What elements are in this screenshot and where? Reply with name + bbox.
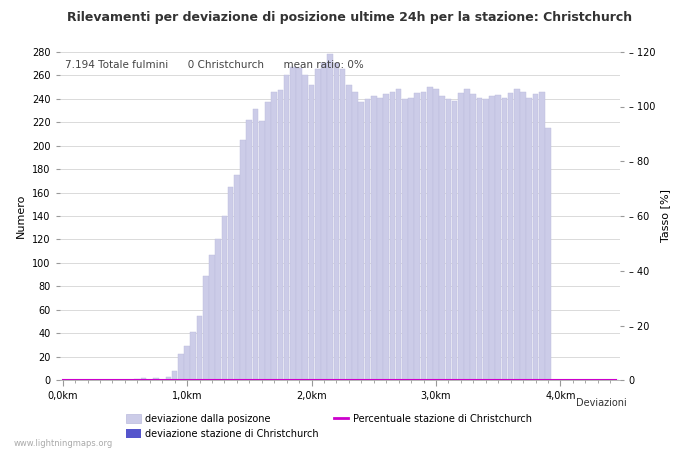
- Bar: [502, 98, 508, 380]
- Y-axis label: Numero: Numero: [16, 194, 27, 238]
- Bar: [234, 175, 239, 380]
- Bar: [365, 99, 370, 380]
- Bar: [440, 96, 445, 380]
- Bar: [458, 93, 463, 380]
- Bar: [172, 371, 177, 380]
- Bar: [328, 54, 333, 380]
- Bar: [222, 216, 228, 380]
- Bar: [153, 378, 159, 380]
- Bar: [427, 87, 433, 380]
- Bar: [539, 92, 545, 380]
- Bar: [259, 121, 265, 380]
- Bar: [178, 355, 183, 380]
- Bar: [209, 255, 215, 380]
- Text: www.lightningmaps.org: www.lightningmaps.org: [14, 439, 113, 448]
- Text: Rilevamenti per deviazione di posizione ultime 24h per la stazione: Christchurch: Rilevamenti per deviazione di posizione …: [67, 11, 633, 24]
- Bar: [346, 85, 351, 380]
- Bar: [483, 99, 489, 380]
- Bar: [265, 102, 271, 380]
- Legend: deviazione dalla posizone, deviazione stazione di Christchurch, Percentuale staz: deviazione dalla posizone, deviazione st…: [122, 410, 536, 443]
- Text: Deviazioni: Deviazioni: [575, 398, 626, 408]
- Bar: [358, 102, 364, 380]
- Bar: [452, 101, 457, 380]
- Bar: [184, 346, 190, 380]
- Bar: [371, 96, 377, 380]
- Bar: [545, 128, 551, 380]
- Bar: [253, 109, 258, 380]
- Bar: [433, 89, 439, 380]
- Bar: [514, 89, 519, 380]
- Bar: [240, 140, 246, 380]
- Bar: [526, 98, 532, 380]
- Bar: [390, 92, 395, 380]
- Bar: [134, 379, 140, 380]
- Bar: [395, 89, 401, 380]
- Bar: [302, 75, 308, 380]
- Bar: [321, 63, 327, 380]
- Bar: [141, 378, 146, 380]
- Bar: [340, 69, 345, 380]
- Bar: [414, 93, 420, 380]
- Bar: [421, 92, 426, 380]
- Bar: [309, 85, 314, 380]
- Y-axis label: Tasso [%]: Tasso [%]: [661, 189, 671, 243]
- Bar: [334, 63, 340, 380]
- Bar: [446, 99, 452, 380]
- Bar: [272, 92, 277, 380]
- Text: 7.194 Totale fulmini      0 Christchurch      mean ratio: 0%: 7.194 Totale fulmini 0 Christchurch mean…: [65, 60, 364, 70]
- Bar: [477, 98, 482, 380]
- Bar: [228, 187, 233, 380]
- Bar: [402, 99, 407, 380]
- Bar: [464, 89, 470, 380]
- Bar: [533, 94, 538, 380]
- Bar: [352, 92, 358, 380]
- Bar: [278, 90, 284, 380]
- Bar: [315, 69, 321, 380]
- Bar: [284, 75, 289, 380]
- Bar: [296, 68, 302, 380]
- Bar: [203, 276, 209, 380]
- Bar: [496, 95, 501, 380]
- Bar: [384, 94, 389, 380]
- Bar: [246, 120, 252, 380]
- Bar: [190, 332, 196, 380]
- Bar: [408, 98, 414, 380]
- Bar: [166, 377, 172, 380]
- Bar: [197, 316, 202, 380]
- Bar: [290, 67, 295, 380]
- Bar: [377, 98, 383, 380]
- Bar: [508, 93, 513, 380]
- Bar: [470, 94, 476, 380]
- Bar: [216, 239, 221, 380]
- Bar: [520, 92, 526, 380]
- Bar: [489, 96, 495, 380]
